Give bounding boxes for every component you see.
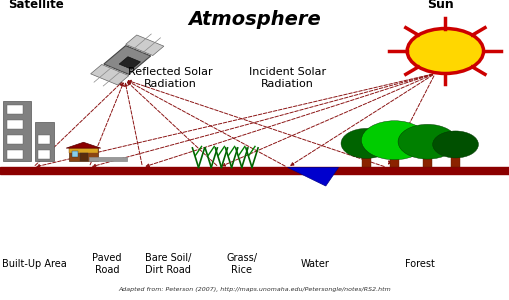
Circle shape <box>361 121 428 160</box>
Text: Satellite: Satellite <box>8 0 64 11</box>
Circle shape <box>407 28 484 74</box>
Bar <box>69 148 98 153</box>
Text: Grass/
Rice: Grass/ Rice <box>227 253 257 275</box>
Polygon shape <box>66 142 101 148</box>
Text: Built-Up Area: Built-Up Area <box>2 259 67 269</box>
Polygon shape <box>126 35 164 56</box>
Bar <box>80 153 88 161</box>
Bar <box>69 148 98 161</box>
Text: Incident Solar
Radiation: Incident Solar Radiation <box>249 67 326 89</box>
Text: Atmosphere: Atmosphere <box>188 10 321 29</box>
Bar <box>451 154 460 167</box>
Bar <box>35 122 54 161</box>
Bar <box>0 167 509 174</box>
Bar <box>7 150 23 159</box>
Polygon shape <box>119 57 140 69</box>
Bar <box>38 150 50 159</box>
Polygon shape <box>104 46 151 74</box>
Text: Forest: Forest <box>405 259 435 269</box>
Text: Paved
Road: Paved Road <box>92 253 122 275</box>
Text: Bare Soil/
Dirt Road: Bare Soil/ Dirt Road <box>145 253 191 275</box>
Text: Adapted from: Peterson (2007), http://maps.unomaha.edu/Petersongle/notes/RS2.htm: Adapted from: Peterson (2007), http://ma… <box>118 287 391 292</box>
Bar <box>390 154 399 167</box>
Polygon shape <box>91 64 129 85</box>
Bar <box>7 105 23 114</box>
Bar <box>7 135 23 144</box>
Bar <box>72 151 78 157</box>
Circle shape <box>341 128 392 158</box>
Bar <box>89 157 127 161</box>
Bar <box>38 135 50 144</box>
Text: Water: Water <box>301 259 330 269</box>
Circle shape <box>433 131 478 158</box>
Polygon shape <box>288 167 338 186</box>
Bar <box>362 154 371 167</box>
Bar <box>3 101 31 161</box>
Text: Sun: Sun <box>427 0 454 11</box>
Bar <box>423 154 432 167</box>
Circle shape <box>398 124 457 159</box>
Bar <box>7 120 23 129</box>
Text: Reflected Solar
Radiation: Reflected Solar Radiation <box>128 67 213 89</box>
